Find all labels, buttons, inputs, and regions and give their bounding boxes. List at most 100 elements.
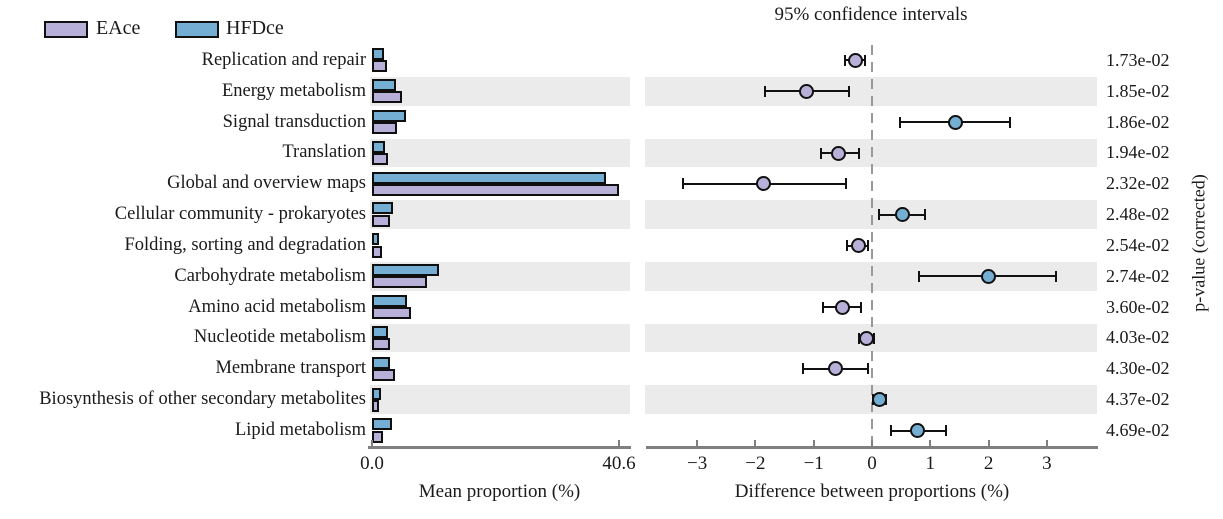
ci-cap-low [845, 240, 848, 251]
p-value: 4.69e-02 [1106, 420, 1170, 441]
ci-cap-low [819, 147, 822, 159]
difference-dot [894, 207, 910, 223]
hfdce-bar [372, 387, 381, 400]
ci-cap-low [822, 301, 824, 313]
ci-cap-high [844, 178, 847, 190]
right-x-axis-line [646, 446, 1098, 449]
eace-bar [372, 307, 411, 320]
axis-tick-label: −3 [686, 453, 708, 474]
legend-label-hfdce: HFDce [226, 17, 284, 39]
category-label: Membrane transport [215, 358, 366, 379]
eace-bar [372, 152, 388, 165]
ci-cap-low [682, 178, 685, 190]
left-x-axis-title: Mean proportion (%) [418, 481, 581, 502]
p-value: 3.60e-02 [1106, 296, 1170, 317]
eace-bar [372, 183, 619, 196]
category-label: Replication and repair [201, 49, 366, 70]
p-value: 2.32e-02 [1106, 173, 1170, 194]
ci-panel-title: 95% confidence intervals [774, 4, 968, 25]
axis-tick-label: 0 [867, 453, 877, 474]
axis-tick-label: 3 [1042, 453, 1052, 474]
ci-cap-low [878, 209, 880, 221]
ci-cap-low [802, 363, 805, 375]
legend-swatch-hfdce [175, 21, 219, 38]
axis-tick [987, 440, 990, 447]
ci-cap-high [859, 301, 862, 313]
eace-bar [372, 338, 390, 350]
category-label: Lipid metabolism [234, 420, 366, 441]
zero-dashed-line [871, 45, 873, 446]
eace-bar [372, 60, 388, 73]
p-value: 1.94e-02 [1106, 142, 1170, 163]
eace-bar [372, 122, 397, 135]
axis-tick [696, 440, 699, 447]
p-value: 2.48e-02 [1106, 204, 1170, 225]
difference-dot [848, 52, 864, 68]
ci-cap-high [864, 54, 866, 66]
category-label: Carbohydrate metabolism [174, 265, 366, 286]
right-x-axis-title: Difference between proportions (%) [734, 481, 1010, 502]
axis-tick [371, 440, 373, 447]
ci-cap-high [858, 147, 861, 159]
category-label: Global and overview maps [167, 173, 366, 194]
category-label: Nucleotide metabolism [193, 327, 366, 348]
eace-bar [372, 245, 382, 258]
hfdce-bar [372, 171, 607, 184]
p-value: 4.37e-02 [1106, 389, 1170, 410]
difference-dot [831, 145, 847, 161]
hfdce-bar [372, 140, 386, 153]
eace-bar [372, 276, 427, 289]
difference-dot [871, 392, 887, 408]
category-label: Folding, sorting and degradation [124, 234, 367, 255]
ci-cap-high [847, 85, 850, 97]
ci-cap-high [1009, 116, 1012, 128]
row-stripe-left [370, 200, 630, 229]
difference-dot [834, 299, 850, 315]
hfdce-bar [372, 233, 380, 246]
difference-dot [828, 361, 844, 377]
hfdce-bar [372, 295, 407, 307]
category-label: Signal transduction [222, 111, 366, 132]
ci-cap-high [1054, 270, 1057, 282]
category-label: Amino acid metabolism [188, 296, 366, 317]
ci-cap-high [872, 332, 875, 344]
difference-dot [981, 268, 997, 284]
ci-cap-low [899, 116, 901, 128]
axis-tick [754, 440, 757, 447]
hfdce-bar [372, 325, 388, 338]
p-value: 1.86e-02 [1106, 111, 1170, 132]
ci-cap-high [866, 363, 869, 375]
row-stripe-left [370, 138, 630, 168]
axis-tick [871, 440, 873, 447]
legend-swatch-eace [44, 21, 88, 38]
hfdce-bar [372, 109, 406, 122]
axis-tick-label: −1 [803, 453, 824, 474]
difference-dot [799, 83, 815, 99]
category-label: Cellular community - prokaryotes [114, 204, 366, 225]
hfdce-bar [372, 356, 391, 369]
hfdce-bar [372, 79, 396, 91]
difference-dot [858, 330, 874, 346]
category-label: Biosynthesis of other secondary metaboli… [39, 389, 366, 410]
ci-cap-high [866, 240, 869, 251]
axis-tick-label: 0.0 [360, 453, 384, 474]
eace-bar [372, 91, 403, 104]
ci-cap-low [843, 54, 846, 66]
p-value: 2.54e-02 [1106, 234, 1170, 255]
difference-dot [910, 423, 925, 439]
ci-cap-low [917, 270, 920, 282]
axis-tick-label: 1 [925, 453, 936, 474]
row-stripe-left [370, 385, 630, 415]
ci-cap-low [889, 425, 892, 437]
eace-bar [372, 430, 383, 443]
ci-cap-low [764, 85, 767, 97]
p-value: 2.74e-02 [1106, 265, 1170, 286]
p-value: 4.30e-02 [1106, 358, 1170, 379]
axis-tick [929, 440, 932, 447]
eace-bar [372, 368, 396, 381]
hfdce-bar [372, 418, 392, 431]
axis-tick-label: 2 [983, 453, 994, 474]
axis-tick [618, 440, 620, 447]
ci-cap-high [924, 209, 927, 221]
difference-dot [850, 238, 866, 253]
